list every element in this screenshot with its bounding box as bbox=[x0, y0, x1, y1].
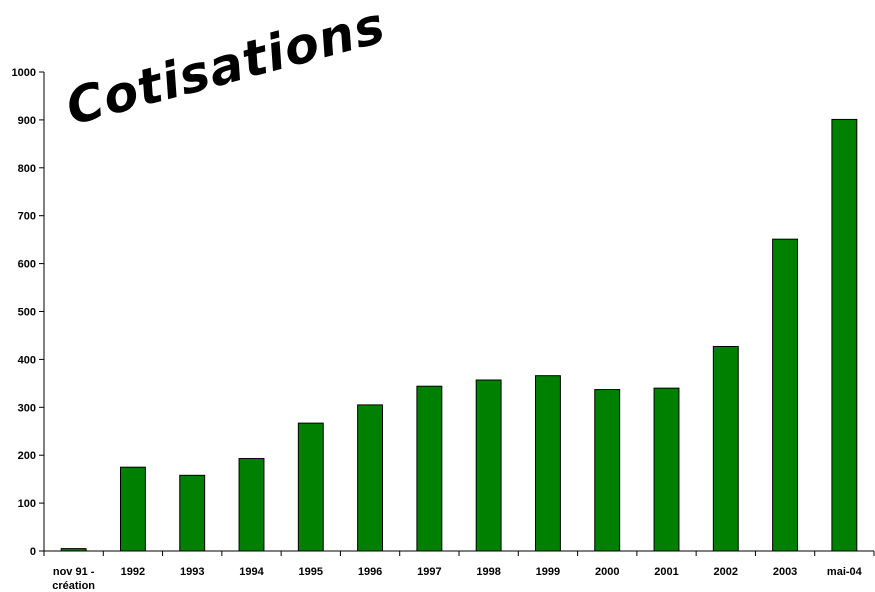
bar bbox=[653, 387, 680, 552]
x-tick-label-line: 1998 bbox=[476, 566, 500, 578]
y-tick-label: 700 bbox=[18, 211, 36, 223]
x-tick-label: 2002 bbox=[714, 566, 738, 578]
x-tick-label-line: 1996 bbox=[358, 566, 382, 578]
bar bbox=[712, 345, 739, 552]
x-tick-label: 1997 bbox=[417, 566, 441, 578]
y-tick-label: 0 bbox=[30, 546, 36, 558]
x-tick-label: 1992 bbox=[121, 566, 145, 578]
bar bbox=[357, 404, 384, 552]
y-tick-label: 200 bbox=[18, 450, 36, 462]
x-tick-label: 1996 bbox=[358, 566, 382, 578]
bar bbox=[475, 379, 502, 552]
bar bbox=[179, 474, 206, 552]
x-tick-label: 1999 bbox=[536, 566, 560, 578]
x-tick-label-line: 1999 bbox=[536, 566, 560, 578]
bar bbox=[594, 389, 621, 552]
x-tick-label: 1994 bbox=[239, 566, 264, 578]
chart-title: Cotisations bbox=[60, 0, 391, 137]
y-tick-label: 600 bbox=[18, 259, 36, 271]
bar bbox=[119, 466, 146, 552]
y-tick-label: 400 bbox=[18, 354, 36, 366]
x-tick-label: 1995 bbox=[299, 566, 323, 578]
y-tick-label: 100 bbox=[18, 498, 36, 510]
x-tick-label-line: 1992 bbox=[121, 566, 145, 578]
y-tick-label: 500 bbox=[18, 307, 36, 319]
x-tick-label-line: 2003 bbox=[773, 566, 797, 578]
chart-title-group: Cotisations bbox=[60, 0, 391, 137]
y-tick-label: 900 bbox=[18, 115, 36, 127]
x-tick-label: 2003 bbox=[773, 566, 797, 578]
x-tick-label-line: 1995 bbox=[299, 566, 323, 578]
y-tick-label: 1000 bbox=[12, 67, 36, 79]
x-tick-label: 1998 bbox=[476, 566, 500, 578]
x-tick-label: 1993 bbox=[180, 566, 204, 578]
y-tick-label: 300 bbox=[18, 402, 36, 414]
bar bbox=[831, 118, 858, 552]
x-tick-label: 2001 bbox=[654, 566, 678, 578]
x-tick-label-line: 1994 bbox=[239, 566, 264, 578]
x-tick-label-line: 2002 bbox=[714, 566, 738, 578]
plot-area: 0 100 200 300 400 500 600 700 800 900 1000 nov 91 -… bbox=[12, 67, 875, 592]
bar bbox=[772, 238, 799, 552]
x-tick-label-line: mai-04 bbox=[827, 566, 863, 578]
x-tick-label-line: 2000 bbox=[595, 566, 619, 578]
bar bbox=[416, 385, 443, 552]
y-tick-label: 800 bbox=[18, 163, 36, 175]
bar bbox=[534, 375, 561, 552]
x-tick-label-line: création bbox=[52, 580, 95, 592]
x-tick-label-line: 2001 bbox=[654, 566, 678, 578]
bar bbox=[238, 458, 265, 552]
x-tick-label-line: 1997 bbox=[417, 566, 441, 578]
x-tick-label-line: nov 91 - bbox=[53, 566, 95, 578]
x-tick-label: mai-04 bbox=[827, 566, 863, 578]
x-tick-label-line: 1993 bbox=[180, 566, 204, 578]
x-tick-label: 2000 bbox=[595, 566, 619, 578]
x-tick-label: nov 91 - création bbox=[52, 566, 95, 592]
bar bbox=[297, 422, 324, 552]
